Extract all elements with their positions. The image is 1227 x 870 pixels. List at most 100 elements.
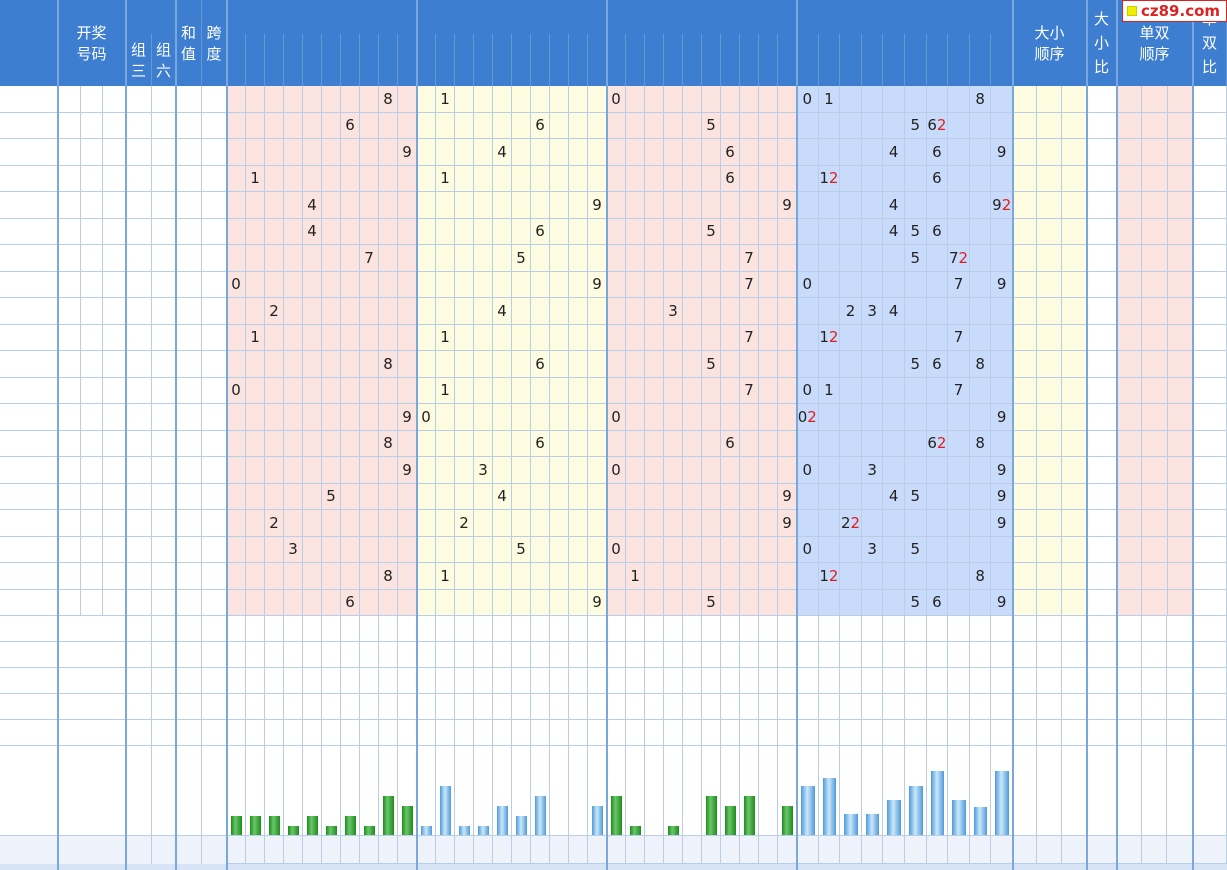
trend-cell-1-4 [493, 589, 512, 616]
header-digit-7 [948, 34, 970, 86]
empty-cell [840, 694, 862, 720]
trend-cell-3-0: 0 [797, 457, 819, 484]
stats-value [819, 758, 841, 776]
footer-empty [1117, 836, 1142, 864]
trend-cell-2-4 [683, 271, 702, 298]
empty-cell [265, 668, 284, 694]
trend-cell-0-4 [303, 377, 322, 404]
group-digit: 4 [888, 222, 899, 241]
trend-cell-0-0 [227, 483, 246, 510]
trend-cell-2-7 [740, 139, 759, 166]
group-count: 2 [936, 434, 947, 453]
row-number-3 [103, 271, 127, 298]
trend-cell-0-7 [360, 457, 379, 484]
trend-cell-0-6 [341, 271, 360, 298]
stats-bar [864, 813, 881, 835]
row-number-1 [58, 271, 81, 298]
trend-cell-1-2 [455, 298, 474, 325]
header-digit-4 [683, 34, 702, 86]
row-zu6 [152, 351, 176, 378]
row-dsb [1193, 457, 1227, 484]
empty-cell [1117, 668, 1142, 694]
row-number-3 [103, 536, 127, 563]
trend-cell-0-4 [303, 351, 322, 378]
stats-value [683, 816, 702, 834]
trend-cell-2-3 [664, 404, 683, 431]
row-daxiao-2 [1037, 536, 1062, 563]
trend-cell-0-6 [341, 483, 360, 510]
stats-value [905, 766, 927, 784]
trend-cell-3-2 [840, 589, 862, 616]
trend-cell-2-1: 1 [626, 563, 645, 590]
trend-cell-0-5 [322, 510, 341, 537]
row-danshuang-3 [1167, 351, 1193, 378]
row-danshuang-2 [1142, 245, 1168, 272]
row-danshuang-2 [1142, 218, 1168, 245]
trend-cell-0-8 [379, 139, 398, 166]
trend-cell-3-5: 5 [905, 218, 927, 245]
empty-cell [474, 694, 493, 720]
header-digit-9 [991, 34, 1013, 86]
row-danshuang-3 [1167, 271, 1193, 298]
empty-cell [531, 616, 550, 642]
trend-cell-2-9: 9 [778, 483, 797, 510]
stats-column-1-0 [417, 746, 436, 836]
empty-cell [778, 668, 797, 694]
empty-cell [202, 694, 227, 720]
trend-cell-1-4: 4 [493, 483, 512, 510]
trend-cell-0-6 [341, 377, 360, 404]
trend-cell-2-1 [626, 589, 645, 616]
trend-cell-3-6 [926, 86, 949, 113]
trend-cell-1-5 [512, 563, 531, 590]
row-dxb [1087, 589, 1117, 616]
trend-cell-2-3 [664, 563, 683, 590]
group-digit: 9 [996, 513, 1007, 532]
site-logo[interactable]: cz89.com [1122, 0, 1227, 22]
row-danshuang-3 [1167, 192, 1193, 219]
trend-cell-3-0 [797, 430, 819, 457]
trend-cell-3-3 [861, 377, 884, 404]
trend-cell-1-3 [474, 139, 493, 166]
stats-value [948, 780, 970, 798]
row-kuadu [202, 510, 227, 537]
trend-cell-0-2 [265, 324, 284, 351]
trend-cell-3-0 [797, 563, 819, 590]
row-dxb [1087, 324, 1117, 351]
trend-cell-3-0 [797, 112, 819, 139]
footer-empty [1037, 836, 1062, 864]
empty-cell [861, 720, 884, 746]
trend-cell-1-3 [474, 324, 493, 351]
empty-cell [948, 668, 970, 694]
row-qihao [0, 192, 58, 219]
empty-cell [202, 746, 227, 836]
trend-cell-3-0 [797, 510, 819, 537]
trend-cell-3-3 [861, 589, 884, 616]
trend-cell-1-8 [569, 192, 588, 219]
empty-cell [493, 642, 512, 668]
stats-value [379, 776, 398, 794]
empty-cell [861, 694, 884, 720]
empty-cell [1062, 642, 1087, 668]
trend-cell-1-6 [531, 457, 550, 484]
group-digit: 1 [819, 328, 829, 347]
group-digit: 0 [802, 381, 813, 400]
trend-cell-1-2 [455, 271, 474, 298]
trend-cell-2-3 [664, 536, 683, 563]
row-danshuang-1 [1117, 351, 1143, 378]
group-digit: 3 [867, 460, 877, 479]
trend-cell-3-2 [840, 165, 862, 192]
trend-cell-1-4 [493, 218, 512, 245]
empty-cell [493, 720, 512, 746]
trend-cell-0-3 [284, 404, 303, 431]
trend-cell-1-0 [417, 377, 436, 404]
row-kuadu [202, 377, 227, 404]
trend-cell-3-7 [948, 510, 970, 537]
row-hezhi [176, 245, 202, 272]
trend-cell-1-3: 3 [474, 457, 493, 484]
trend-cell-0-5 [322, 192, 341, 219]
row-danshuang-3 [1167, 536, 1193, 563]
trend-cell-1-2 [455, 192, 474, 219]
stats-value [303, 796, 322, 814]
trend-cell-2-4 [683, 430, 702, 457]
